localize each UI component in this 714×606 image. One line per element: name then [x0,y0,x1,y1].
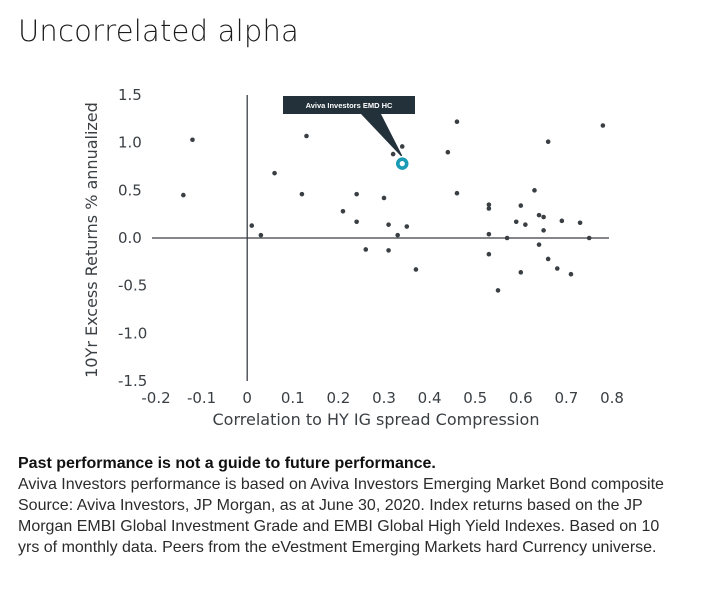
data-point [272,170,277,176]
x-tick-label: 0.3 [372,389,396,407]
footnote-line-3: Morgan EMBI Global Investment Grade and … [18,518,660,535]
data-point [545,139,551,145]
x-tick-label: 0.1 [281,389,305,407]
data-point [586,235,592,241]
data-point [600,123,606,128]
y-tick-label: 1.5 [118,86,142,104]
y-axis-label: 10Yr Excess Returns % annualized [82,102,101,378]
data-point [404,224,410,229]
x-axis-label: Correlation to HY IG spread Compression [213,410,540,429]
data-point [299,191,305,197]
data-point [413,267,419,272]
x-tick-label: 0.4 [418,389,442,407]
x-tick-label: 0.6 [509,389,533,407]
data-point [523,222,528,227]
data-point [340,209,346,214]
data-point [454,119,460,124]
y-tick-label: -1.5 [118,372,147,390]
data-point [568,271,574,277]
data-point [395,232,400,238]
data-point [363,247,369,252]
x-tick-label: 0.5 [463,389,487,407]
x-tick-label: 0.2 [326,389,350,407]
callout-box [283,96,415,114]
data-point [454,190,460,196]
data-point [518,270,524,275]
footnote-line-1: Aviva Investors performance is based on … [18,476,664,493]
y-tick-label: -0.5 [118,277,147,295]
data-point [390,151,396,157]
y-tick-label: -1.0 [118,324,147,342]
data-point [541,228,546,233]
data-point [386,222,391,227]
chart-title: Uncorrelated alpha [18,14,299,48]
data-point [536,242,542,247]
disclaimer-heading: Past performance is not a guide to futur… [18,455,436,472]
scatter-chart: 1.5 1.0 0.5 0.0 -0.5 -1.0 -1.5 -0.2 -0.1 0 0.1 0.2… [82,86,624,429]
data-point [554,266,560,271]
data-point [504,235,510,241]
data-point [354,191,359,197]
data-point [577,220,583,226]
data-point [486,251,492,257]
data-point [181,192,186,198]
x-tick-label: -0.1 [187,389,216,407]
callout-pointer [361,114,405,160]
data-point [249,223,255,228]
x-tick-label: 0.8 [600,389,624,407]
y-tick-label: 0.5 [118,181,142,199]
data-point [532,188,537,193]
data-point [486,206,492,211]
data-point [304,133,309,139]
x-tick-label: -0.2 [141,389,170,407]
footnote-line-4: yrs of monthly data. Peers from the eVes… [18,539,657,556]
y-tick-label: 1.0 [118,134,142,152]
data-point [399,144,405,149]
data-point [495,288,501,293]
x-tick-label: 0 [242,389,252,407]
data-point [541,214,546,220]
data-point [381,195,387,201]
data-point [354,219,359,225]
data-point [445,149,451,155]
data-point [545,256,551,262]
highlight-label: Aviva Investors EMD HC [306,101,393,110]
footnote-line-2: Source: Aviva Investors, JP Morgan, as a… [18,497,643,514]
data-point [258,232,264,238]
x-tick-label: 0.7 [554,389,578,407]
data-point [536,212,542,218]
data-point [486,231,492,237]
data-point [513,219,519,225]
y-tick-label: 0.0 [118,229,142,247]
data-point [190,137,195,143]
footnotes: Past performance is not a guide to futur… [18,453,698,558]
data-point [486,202,492,207]
data-point [559,218,565,224]
data-point [386,248,391,253]
highlight-point-center [399,161,405,167]
data-point [518,203,524,208]
